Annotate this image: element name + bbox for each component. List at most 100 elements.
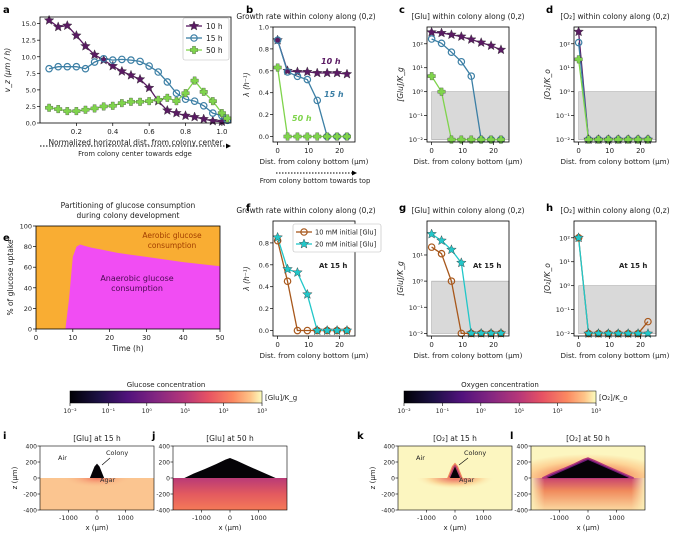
colorbar-unit: [Glu]/K_g: [265, 394, 297, 402]
data-point: [303, 132, 312, 141]
data-point: [497, 135, 505, 144]
x-axis-label: x (μm): [443, 524, 466, 532]
data-point: [614, 135, 623, 144]
y-tick-label: 10⁻¹: [409, 112, 424, 120]
shaded-region: [578, 285, 657, 334]
data-point: [273, 63, 282, 72]
y-tick-label: 200: [26, 459, 38, 466]
legend-label: 50 h: [206, 46, 223, 55]
data-point: [54, 62, 62, 71]
panel-label-f: f: [246, 203, 251, 214]
data-point: [125, 69, 137, 80]
x-axis-label: Normalized horizontal dist. from colony …: [48, 138, 223, 147]
y-tick-label: -400: [23, 507, 37, 514]
x-tick-label: 0: [429, 147, 433, 155]
colorbar-tick-label: 10¹: [514, 408, 525, 415]
y-tick-label: 0.8: [259, 239, 269, 247]
y-tick-label: 20: [24, 305, 32, 313]
data-point: [223, 114, 232, 123]
colorbar-tick-label: 10³: [257, 408, 268, 415]
region-label-line: Anaerobic glucose: [100, 274, 173, 283]
x-axis-label: Dist. from colony bottom (μm): [414, 351, 523, 360]
y-tick-label: 0.0: [259, 133, 269, 141]
y-tick-label: 5.0: [26, 86, 36, 94]
label-colony: Colony: [464, 449, 486, 457]
panel-label-d: d: [546, 5, 553, 16]
y-tick-label: 10⁰: [412, 278, 423, 286]
colony-shape: [184, 458, 276, 478]
panel-label-a: a: [3, 5, 10, 16]
x-axis-label: Time (h): [111, 344, 143, 353]
data-point: [303, 75, 312, 84]
data-point: [446, 29, 457, 40]
data-point: [108, 56, 117, 64]
data-point: [273, 36, 282, 44]
y-tick-label: 7.5: [26, 70, 36, 78]
data-point: [457, 135, 466, 144]
y-tick-label: -200: [23, 491, 37, 498]
x-tick-label: 10: [605, 341, 614, 349]
data-point: [199, 101, 208, 110]
x-tick-label: 0: [429, 341, 433, 349]
data-point: [573, 26, 584, 37]
x-tick-label: 0: [576, 147, 580, 155]
annotation: At 15 h: [619, 262, 647, 270]
x-tick-label: 0: [576, 341, 580, 349]
data-point: [594, 135, 603, 144]
data-point: [302, 288, 313, 299]
panel-i: -1000 0 1000 -400 -200 0 200 400 [Glu] at 15 h x …: [11, 434, 155, 532]
plot-frame: [573, 26, 657, 143]
y-tick-label: 0: [33, 475, 37, 482]
data-point: [107, 60, 118, 71]
colorbar-glu: Glucose concentration [Glu]/K_g 10⁻² 10⁻¹ 10…: [63, 381, 297, 415]
x-tick-label: 0: [275, 147, 279, 155]
x-tick-label: 20: [489, 147, 498, 155]
y-tick-label: 0.2: [259, 305, 269, 313]
data-point: [127, 97, 135, 106]
data-point: [43, 14, 55, 25]
data-point: [54, 105, 63, 114]
data-point: [447, 135, 456, 144]
data-point: [81, 64, 90, 73]
data-point: [456, 31, 467, 42]
data-point: [331, 324, 343, 336]
y-tick-label: 0.6: [259, 261, 269, 269]
data-point: [117, 99, 126, 108]
data-point: [341, 68, 353, 79]
plot-frame: [426, 26, 510, 143]
data-point: [89, 49, 100, 60]
data-point: [99, 102, 108, 111]
data-point: [108, 101, 117, 110]
data-point: [45, 103, 54, 112]
data-point: [180, 110, 191, 121]
region-label-line: consumption: [111, 284, 163, 293]
data-point: [209, 109, 217, 117]
legend-box: [292, 223, 382, 253]
y-tick-label: 10⁻¹: [409, 304, 424, 312]
colorbar-tick-label: 10⁻¹: [102, 408, 116, 415]
legend-marker: [190, 34, 198, 42]
data-point: [343, 132, 351, 141]
chart-title: Partitioning of glucose consumption durin…: [61, 201, 196, 220]
data-point: [427, 35, 436, 43]
panel-label-g: g: [399, 203, 406, 214]
legend: 10 h 15 h 50 h: [182, 17, 230, 61]
data-point: [118, 55, 126, 64]
y-tick-label: 2.5: [26, 103, 36, 111]
data-point: [437, 39, 446, 48]
data-point: [644, 317, 652, 326]
data-point: [446, 244, 457, 255]
data-point: [644, 135, 652, 144]
y-axis-label: [Glu]/K_g: [396, 67, 405, 102]
arrow-caption: From colony center towards edge: [78, 150, 192, 158]
y-axis-label: v_z (μm / h): [3, 48, 12, 93]
data-point: [437, 87, 446, 96]
data-point: [52, 21, 64, 32]
panel-label-j: j: [151, 431, 155, 442]
data-point: [172, 97, 181, 106]
data-point: [457, 329, 466, 338]
legend: 10 mM initial [Glu] 20 mM initial [Glu]: [292, 223, 382, 253]
y-tick-label: 10²: [559, 234, 570, 242]
label-air: Air: [416, 454, 425, 462]
annotation: At 15 h: [473, 262, 501, 270]
